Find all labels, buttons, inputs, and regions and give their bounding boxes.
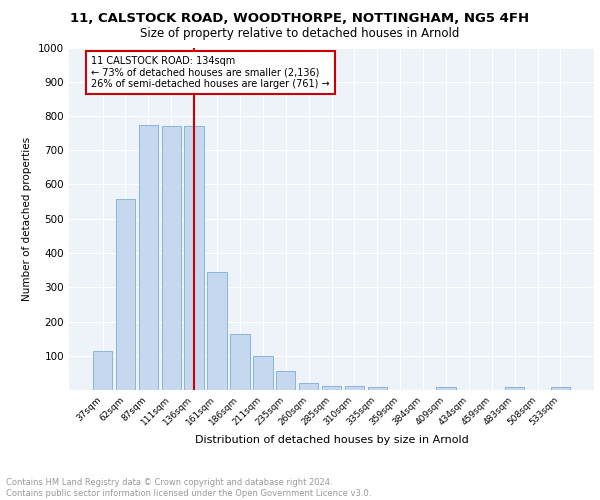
Bar (184, 126, 204, 390)
Bar (436, 386, 455, 390)
Bar (344, 386, 364, 390)
Bar (551, 386, 570, 390)
Text: Size of property relative to detached houses in Arnold: Size of property relative to detached ho… (140, 28, 460, 40)
Bar (161, 126, 181, 390)
X-axis label: Distribution of detached houses by size in Arnold: Distribution of detached houses by size … (194, 436, 469, 446)
Bar (368, 388, 387, 390)
Bar (253, 356, 272, 390)
Bar (93, 352, 112, 390)
Y-axis label: Number of detached properties: Number of detached properties (22, 136, 32, 301)
Text: 11, CALSTOCK ROAD, WOODTHORPE, NOTTINGHAM, NG5 4FH: 11, CALSTOCK ROAD, WOODTHORPE, NOTTINGHA… (70, 12, 530, 26)
Text: 11 CALSTOCK ROAD: 134sqm
← 73% of detached houses are smaller (2,136)
26% of sem: 11 CALSTOCK ROAD: 134sqm ← 73% of detach… (91, 56, 330, 90)
Bar (230, 334, 250, 390)
Bar (322, 386, 341, 390)
Bar (139, 124, 158, 390)
Bar (116, 199, 135, 390)
Text: Contains HM Land Registry data © Crown copyright and database right 2024.
Contai: Contains HM Land Registry data © Crown c… (6, 478, 371, 498)
Bar (505, 386, 524, 390)
Bar (299, 383, 319, 390)
Bar (276, 371, 295, 390)
Bar (208, 272, 227, 390)
